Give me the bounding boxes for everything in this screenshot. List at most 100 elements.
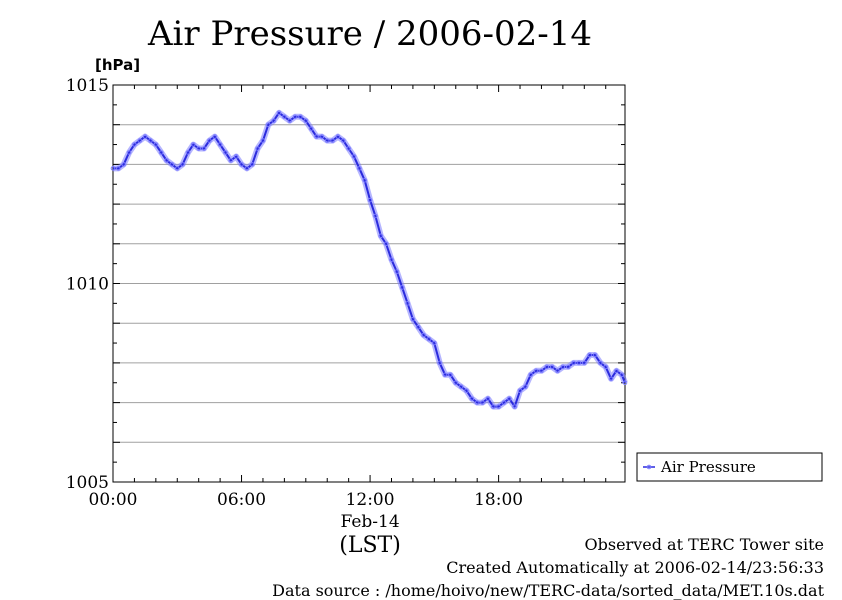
data-point <box>533 368 539 374</box>
data-point <box>287 118 293 124</box>
data-point <box>458 384 464 390</box>
axis-labels: 1005 1010 1015 00:00 06:00 12:00 18:00 Feb-14(L… <box>66 56 523 558</box>
data-point <box>490 404 496 409</box>
x-tick-label: 12:00 <box>346 490 395 510</box>
data-point <box>164 158 169 163</box>
data-point <box>276 110 282 116</box>
data-point <box>614 368 619 374</box>
y-tick-label: 1015 <box>66 76 109 96</box>
data-point <box>121 162 127 167</box>
data-point <box>565 364 571 370</box>
x-axis-label: (LST) <box>339 533 401 558</box>
data-point <box>453 380 459 386</box>
data-point <box>303 118 309 124</box>
data-point <box>389 257 394 262</box>
data-point <box>512 404 517 409</box>
y-tick-label: 1010 <box>66 275 109 295</box>
data-point <box>485 396 491 401</box>
data-point <box>598 360 603 366</box>
data-point <box>153 142 159 147</box>
data-point <box>549 364 555 370</box>
data-point <box>373 213 378 219</box>
data-point <box>367 197 373 203</box>
x-tick-label: 00:00 <box>89 490 138 510</box>
data-point <box>319 134 325 139</box>
data-point <box>528 372 534 378</box>
data-point <box>148 138 153 143</box>
data-point <box>249 162 255 167</box>
series-group <box>110 109 628 410</box>
data-point <box>448 372 453 378</box>
x-tick-label: 18:00 <box>474 490 523 510</box>
data-point <box>555 368 560 374</box>
data-point <box>608 376 614 382</box>
data-point <box>421 332 426 338</box>
y-tick-label: 1005 <box>66 473 109 493</box>
data-point <box>298 114 303 120</box>
data-point <box>110 166 116 171</box>
data-point <box>207 138 212 143</box>
axis-ticks <box>112 84 625 483</box>
data-point <box>622 380 628 386</box>
data-point <box>442 372 448 378</box>
data-point <box>362 177 368 183</box>
data-point <box>496 404 501 409</box>
grid-lines <box>113 124 625 443</box>
data-point <box>603 364 609 370</box>
data-point <box>223 150 228 155</box>
data-point <box>314 134 319 139</box>
data-point <box>185 150 191 155</box>
data-point <box>507 396 512 401</box>
data-point <box>405 301 410 306</box>
data-point <box>180 162 185 167</box>
legend-marker-swatch <box>646 464 652 470</box>
data-point <box>357 166 362 171</box>
data-point <box>415 324 421 330</box>
y-axis-label: [hPa] <box>95 56 140 74</box>
data-point <box>394 269 400 274</box>
series-line <box>113 111 626 408</box>
data-point <box>581 360 587 366</box>
data-point <box>137 138 143 143</box>
data-point <box>330 138 335 143</box>
x-date-label: Feb-14 <box>340 512 399 532</box>
data-point <box>292 114 298 120</box>
data-point <box>346 146 351 151</box>
data-point <box>523 384 528 390</box>
data-point <box>260 138 266 143</box>
x-tick-label: 06:00 <box>217 490 266 510</box>
data-point <box>340 138 346 143</box>
data-point <box>474 400 480 405</box>
legend-box <box>636 452 823 482</box>
data-point <box>324 138 330 143</box>
data-point <box>426 336 432 342</box>
data-point <box>410 316 416 322</box>
data-point <box>335 134 341 139</box>
data-point <box>378 233 384 239</box>
data-point <box>255 146 260 151</box>
data-point <box>383 241 389 247</box>
data-point <box>191 142 196 147</box>
data-point <box>308 126 314 131</box>
data-point <box>266 122 271 127</box>
data-point <box>196 146 201 151</box>
data-point <box>158 150 164 155</box>
data-point <box>587 352 592 358</box>
data-point <box>619 372 625 378</box>
data-point <box>233 154 239 159</box>
data-point <box>217 142 223 147</box>
data-point <box>539 368 544 374</box>
data-point <box>437 360 442 366</box>
data-point <box>469 396 475 401</box>
footer-source: Data source : /home/hoivo/new/TERC-data/… <box>272 581 824 600</box>
data-point <box>201 146 207 151</box>
data-point <box>351 154 357 159</box>
data-point <box>142 134 148 139</box>
data-point <box>571 360 576 366</box>
data-point <box>432 340 437 346</box>
data-point <box>126 150 132 155</box>
footer-observed: Observed at TERC Tower site <box>584 535 825 554</box>
chart-title: Air Pressure / 2006-02-14 <box>147 14 592 54</box>
data-point <box>271 118 276 124</box>
